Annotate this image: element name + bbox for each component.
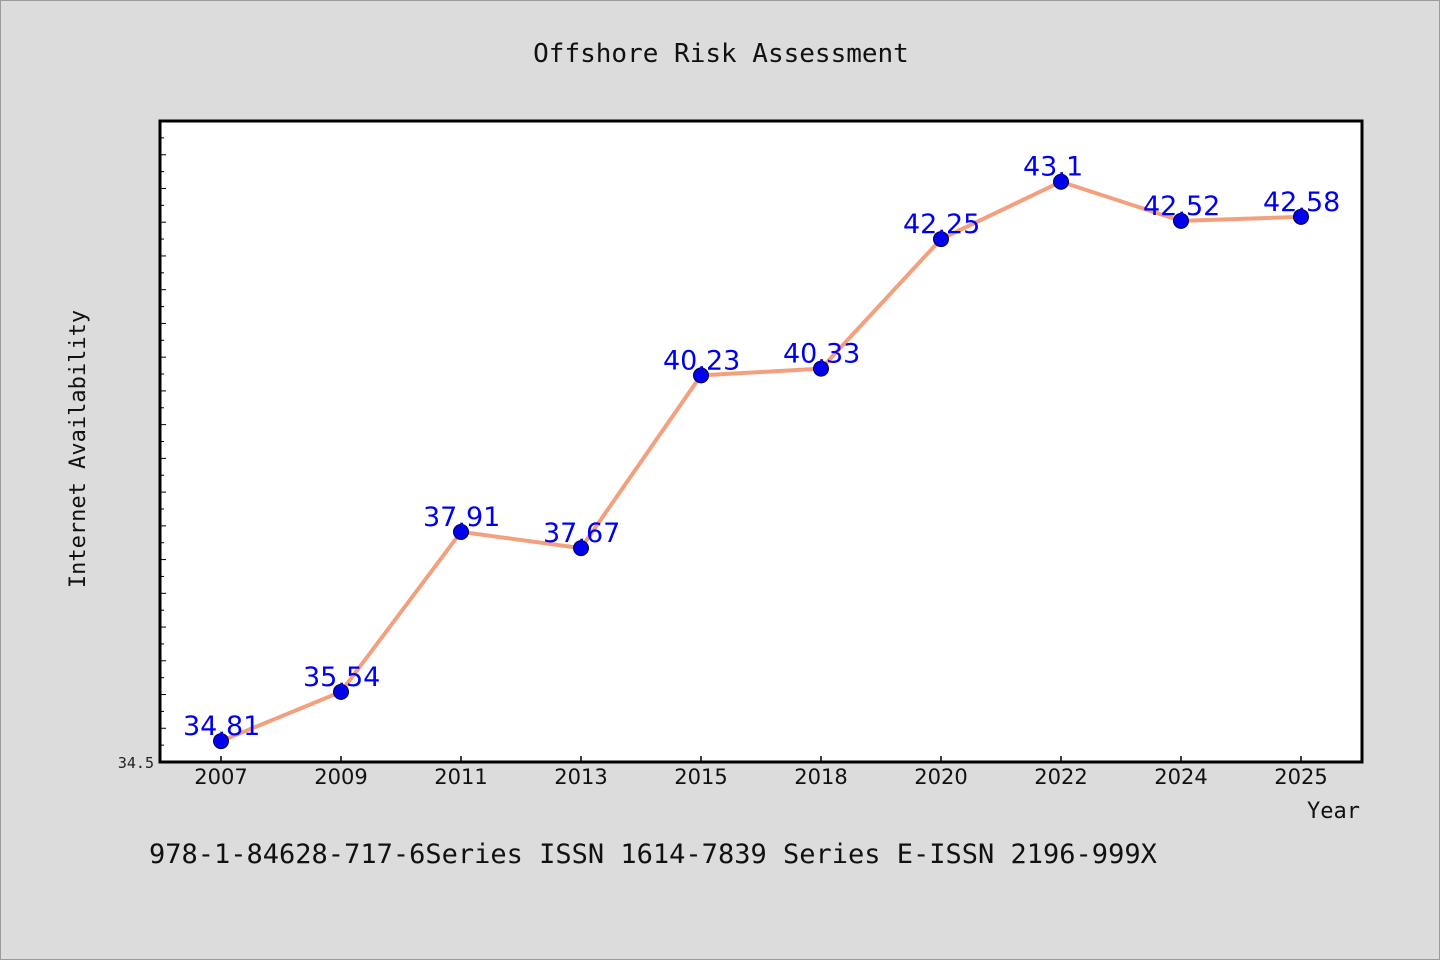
data-label: 42.25 (903, 209, 980, 240)
plot-area (158, 119, 1364, 764)
data-label: 35.54 (303, 662, 380, 693)
data-point (933, 231, 949, 248)
y-axis-label: Internet Availability (66, 310, 91, 588)
data-point (1293, 208, 1309, 225)
y-tick-label: 34.5 (118, 754, 154, 772)
data-point (813, 360, 829, 377)
data-label: 37.91 (423, 502, 500, 533)
chart-title: Offshore Risk Assessment (533, 39, 909, 69)
x-tick-label: 2015 (674, 765, 727, 789)
data-point (333, 683, 349, 700)
series-layer: 34.81 35.54 37.91 37.67 40.23 40.33 42.25 43.1 4… (183, 152, 1340, 750)
data-label: 42.58 (1263, 187, 1340, 218)
x-tick-label: 2018 (794, 765, 847, 789)
data-label: 42.52 (1143, 191, 1220, 222)
x-axis-ticks: 2007 2009 2011 2013 2015 2018 2020 2022 2024 2025 (194, 756, 1328, 789)
series-line (219, 179, 1303, 744)
data-label: 34.81 (183, 711, 260, 742)
data-point (453, 523, 469, 540)
x-tick-label: 2025 (1274, 765, 1327, 789)
x-tick-label: 2011 (434, 765, 487, 789)
data-label: 43.1 (1023, 152, 1083, 183)
data-point (1053, 173, 1069, 190)
x-tick-label: 2007 (194, 765, 247, 789)
data-point (573, 540, 589, 557)
data-label: 40.23 (663, 345, 740, 376)
x-tick-label: 2024 (1154, 765, 1207, 789)
data-point (693, 367, 709, 384)
x-tick-label: 2020 (914, 765, 967, 789)
data-label: 37.67 (543, 518, 620, 549)
y-axis-ticks (160, 120, 166, 763)
data-point (1173, 212, 1189, 229)
data-label: 40.33 (783, 339, 860, 370)
footer-text: 978-1-84628-717-6Series ISSN 1614-7839 S… (149, 839, 1157, 870)
x-tick-label: 2022 (1034, 765, 1087, 789)
x-tick-label: 2013 (554, 765, 607, 789)
x-axis-label: Year (1307, 799, 1360, 824)
x-tick-label: 2009 (314, 765, 367, 789)
data-point (213, 733, 229, 750)
